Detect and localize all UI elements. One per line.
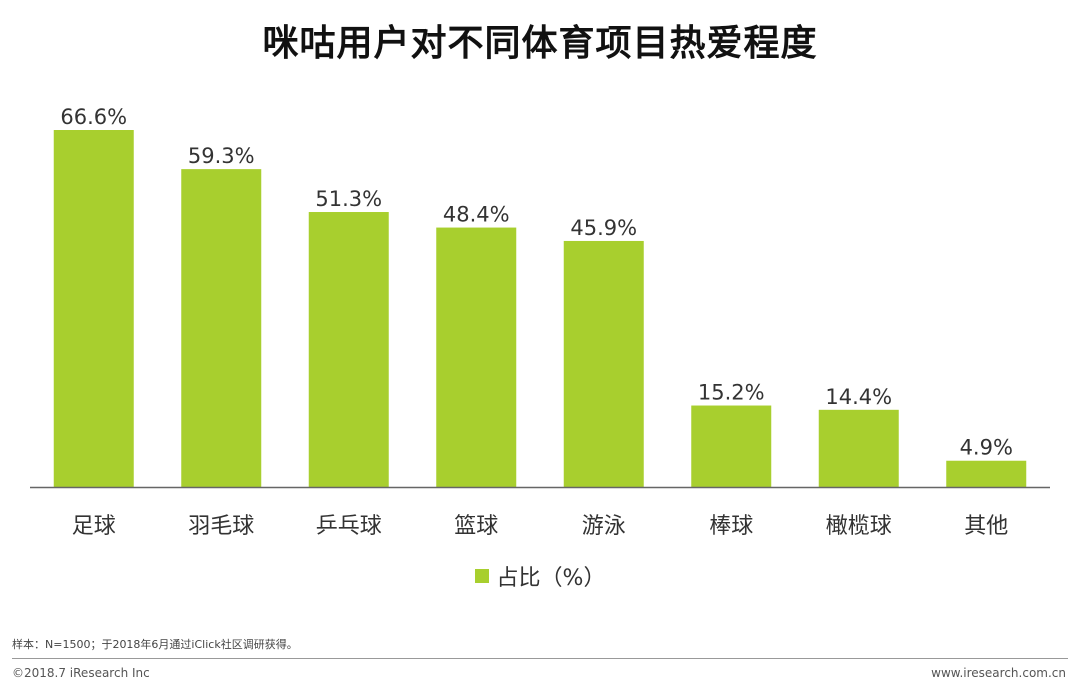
data-label-2: 51.3% [315,187,382,211]
legend-label: 占比（%） [496,566,606,591]
legend: 占比（%） [0,560,1080,592]
category-label-6: 橄榄球 [826,514,892,539]
data-label-4: 45.9% [570,216,637,240]
bar-4 [563,240,644,487]
bar-3 [436,227,517,487]
sample-note: 样本：N=1500；于2018年6月通过iClick社区调研获得。 [12,638,298,651]
bar-chart: 66.6% 足球 59.3% 羽毛球 51.3% 乒乓球 48.4% 篮球 45.9% 游泳 15.… [30,105,1050,539]
category-label-3: 篮球 [454,514,498,539]
website-text: www.iresearch.com.cn [931,666,1066,680]
category-label-0: 足球 [72,514,116,539]
bar-0 [53,130,134,487]
data-label-3: 48.4% [443,203,510,227]
bar-1 [181,169,262,488]
bar-6 [818,409,899,487]
category-label-5: 棒球 [709,514,753,539]
copyright-text: ©2018.7 iResearch Inc [12,666,150,680]
data-label-5: 15.2% [698,381,765,405]
chart-title: 咪咕用户对不同体育项目热爱程度 [262,23,818,64]
data-label-0: 66.6% [60,105,127,129]
category-label-4: 游泳 [582,514,626,539]
category-label-1: 羽毛球 [188,514,254,539]
bar-5 [691,405,772,487]
legend-swatch [474,569,489,583]
data-label-1: 59.3% [188,144,255,168]
bar-7 [946,460,1027,487]
category-label-7: 其他 [964,514,1008,539]
data-label-7: 4.9% [960,436,1013,460]
category-label-2: 乒乓球 [316,514,382,539]
footer-divider [12,658,1068,659]
data-label-6: 14.4% [825,385,892,409]
bar-2 [308,212,389,487]
